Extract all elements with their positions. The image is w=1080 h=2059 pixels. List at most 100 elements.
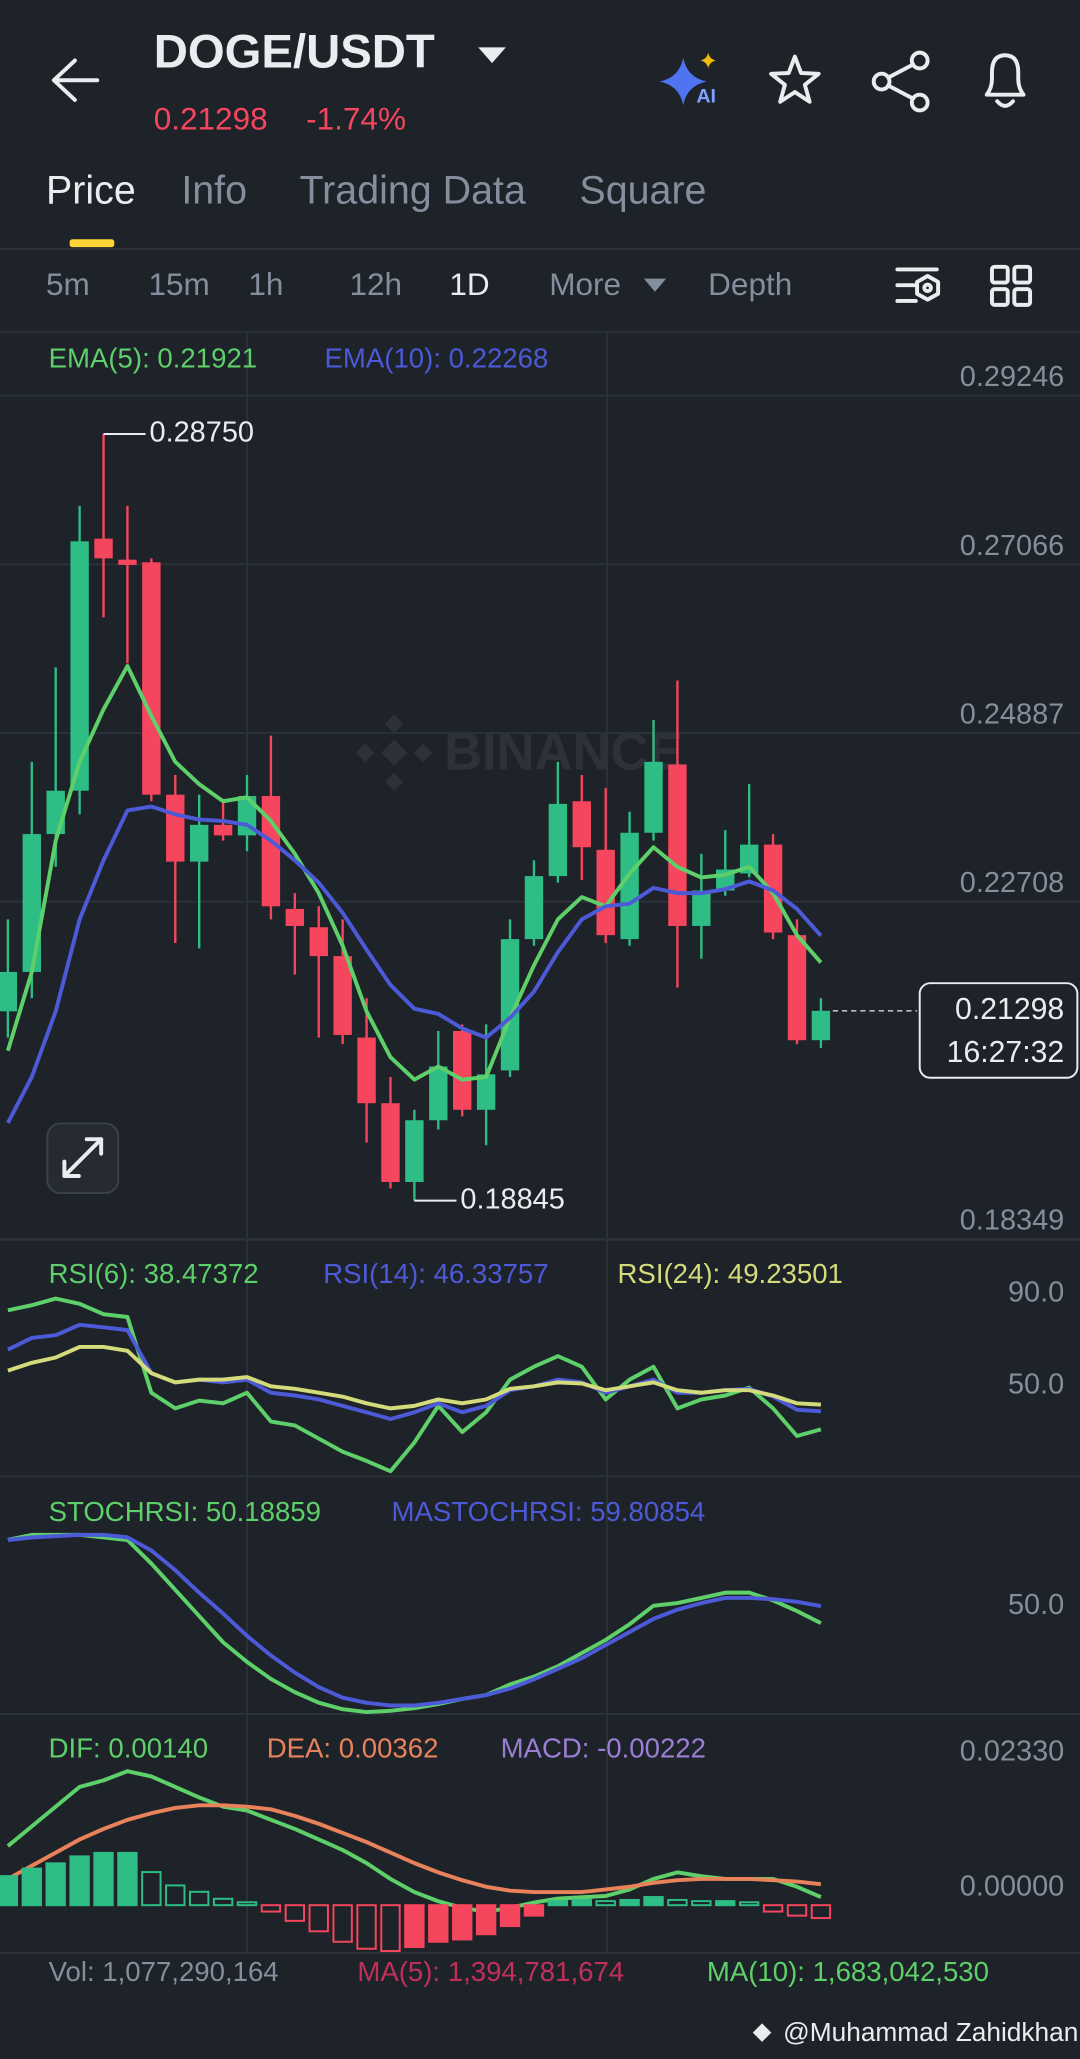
more-dropdown — [643, 278, 667, 292]
ai-sparkle — [659, 57, 707, 106]
candle-body — [213, 824, 233, 836]
macd-bar — [715, 1900, 736, 1907]
ai-button[interactable]: AI — [659, 52, 717, 108]
indicator-line — [6, 1769, 822, 1914]
candle-body — [596, 849, 615, 936]
y-tick-label: 0.22708 — [960, 867, 1064, 899]
legend-entry: EMA(5): 0.21921 — [49, 342, 257, 373]
legend-entry: MASTOCHRSI: 59.80854 — [392, 1496, 706, 1527]
candle-body — [787, 935, 807, 1041]
indicator-settings-button[interactable] — [895, 267, 941, 303]
last-price-box — [918, 982, 1079, 1079]
indicator-line — [6, 804, 823, 1124]
legend-entry: MA(5): 1,394,781,674 — [357, 1956, 624, 1987]
candle-body — [500, 939, 520, 1071]
candle-body — [692, 890, 711, 926]
favorite-button[interactable] — [769, 54, 821, 104]
interval-option[interactable]: 12h — [349, 266, 402, 302]
legend-entry: EMA(10): 0.22268 — [325, 342, 549, 373]
macd-bar — [786, 1904, 808, 1917]
interval-option[interactable]: 1D — [449, 266, 489, 302]
interval-bar: 5m 15m 1h 12h 1D More Depth — [46, 266, 792, 302]
y-tick-label: 0.27066 — [960, 530, 1064, 562]
macd-bar — [93, 1851, 114, 1907]
macd-bar — [619, 1898, 640, 1907]
pair-title[interactable]: DOGE/USDT — [154, 26, 435, 79]
pair-dropdown[interactable] — [478, 47, 506, 64]
macd-bar — [738, 1901, 760, 1907]
tab[interactable]: Price — [46, 169, 136, 213]
macd-bar — [308, 1904, 329, 1933]
legend-entry: MACD: -0.00222 — [501, 1732, 706, 1763]
macd-bar — [404, 1904, 425, 1948]
interval-option[interactable]: 15m — [148, 266, 209, 302]
tab[interactable]: Trading Data — [300, 169, 526, 213]
interval-option[interactable]: More — [549, 266, 621, 302]
candle-body — [739, 844, 759, 874]
credit: @Muhammad Zahidkhan — [752, 2017, 1078, 2047]
tab-bar: Price Info Trading Data Square — [46, 169, 707, 213]
macd-bar — [332, 1904, 353, 1943]
share-button[interactable] — [871, 50, 930, 113]
ai-sparkle-small — [700, 52, 717, 69]
candle-body — [285, 908, 305, 926]
legend-entry: RSI(14): 46.33757 — [323, 1258, 548, 1289]
alert-button[interactable] — [984, 53, 1026, 108]
macd-bar — [260, 1904, 282, 1913]
macd-bar — [141, 1871, 162, 1907]
macd-bar — [475, 1904, 497, 1936]
interval-option[interactable]: Depth — [708, 266, 792, 302]
plot-area: 0.29246 0.27066 0.24887 0.22708 0.18349 EMA(5… — [0, 342, 1080, 1987]
macd-bar — [236, 1901, 258, 1907]
macd-bar — [284, 1904, 306, 1922]
macd-bar — [356, 1904, 377, 1950]
candle-body — [142, 562, 161, 795]
y-tick-label: 0.29246 — [960, 361, 1064, 393]
y-tick-label: 0.00000 — [960, 1871, 1064, 1903]
price-change: -1.74% — [306, 100, 406, 136]
indicator-line — [7, 1344, 822, 1411]
max-label: 0.28750 — [150, 417, 254, 449]
legend-entry: MA(10): 1,683,042,530 — [707, 1956, 989, 1987]
y-tick-label: 0.24887 — [960, 699, 1064, 731]
y-tick-label: 50.0 — [1008, 1368, 1064, 1400]
candle-body — [644, 761, 663, 833]
macd-bar — [667, 1898, 688, 1907]
legend-entry: RSI(6): 38.47372 — [49, 1258, 259, 1289]
candle-body — [333, 956, 352, 1035]
indicator-line — [7, 1532, 822, 1708]
legend-entry: RSI(24): 49.23501 — [618, 1258, 843, 1289]
layout-button[interactable] — [989, 264, 1033, 307]
expand-icon — [62, 1137, 104, 1178]
legend-entry: DIF: 0.00140 — [49, 1732, 208, 1763]
macd-bar — [45, 1862, 66, 1907]
tab[interactable]: Info — [181, 169, 247, 213]
y-tick-label: 50.0 — [1008, 1589, 1064, 1621]
candle-body — [668, 764, 687, 926]
candle-body — [46, 790, 65, 835]
macd-bar — [595, 1900, 616, 1907]
legend-entry: Vol: 1,077,290,164 — [49, 1956, 279, 1987]
macd-bar — [165, 1884, 186, 1907]
back-button[interactable] — [51, 58, 100, 102]
candle-body — [70, 541, 89, 791]
candle-body — [381, 1103, 400, 1183]
interval-option[interactable]: 1h — [248, 266, 283, 302]
interval-option[interactable]: 5m — [46, 266, 90, 302]
candle-body — [405, 1120, 424, 1183]
candle-body — [309, 927, 328, 957]
macd-bar — [643, 1896, 664, 1907]
legend-entry: DEA: 0.00362 — [267, 1732, 439, 1763]
y-tick-label: 90.0 — [1008, 1276, 1064, 1308]
candle-body — [357, 1037, 376, 1104]
macd-bar — [21, 1867, 42, 1907]
candle-body — [94, 538, 113, 559]
candle-body — [548, 803, 568, 877]
candle-body — [476, 1074, 496, 1110]
tab[interactable]: Square — [579, 169, 706, 213]
macd-bar — [691, 1900, 712, 1907]
credit-text: @Muhammad Zahidkhan — [783, 2017, 1078, 2047]
expand-button[interactable] — [46, 1122, 120, 1195]
candle-body — [572, 801, 591, 848]
